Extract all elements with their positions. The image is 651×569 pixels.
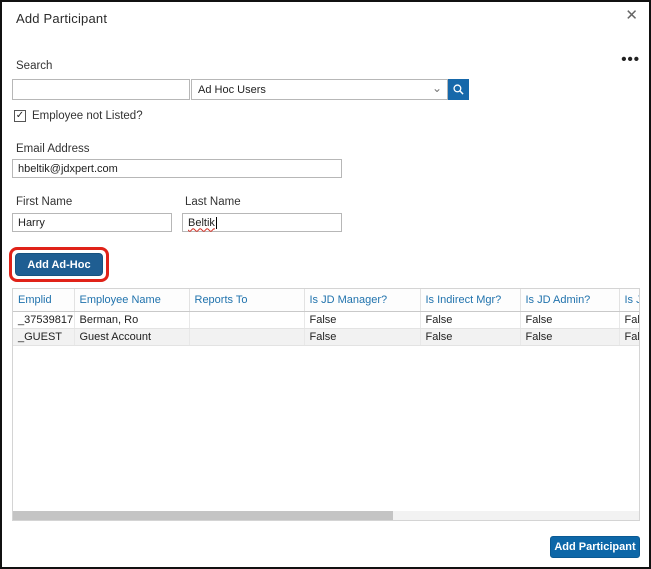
cell-employee-name: Berman, Ro [74, 311, 190, 329]
column-header-is-jd-manager[interactable]: Is JD Manager? [304, 289, 421, 312]
first-name-field[interactable] [12, 213, 172, 232]
cell-is-jd-admin: False [520, 328, 620, 346]
cell-is-jd-admin: False [520, 311, 620, 329]
column-header-is-indirect-mgr[interactable]: Is Indirect Mgr? [420, 289, 521, 312]
cell-is-indirect-mgr: False [420, 328, 521, 346]
search-input[interactable] [12, 79, 190, 100]
dialog-title: Add Participant [16, 11, 108, 26]
column-header-employee-name[interactable]: Employee Name [74, 289, 190, 312]
search-button[interactable] [448, 79, 469, 100]
table-header-row: Emplid Employee Name Reports To Is JD Ma… [13, 289, 639, 312]
cell-emplid: _GUEST [13, 328, 75, 346]
table-row[interactable]: _GUEST Guest Account False False False F… [13, 328, 639, 346]
cell-emplid: _37539817 [13, 311, 75, 329]
results-grid: Emplid Employee Name Reports To Is JD Ma… [12, 288, 640, 521]
chevron-down-icon: ⌄ [431, 81, 442, 95]
add-participant-button[interactable]: Add Participant [550, 536, 640, 558]
scrollbar-thumb[interactable] [13, 511, 393, 520]
cell-reports-to [189, 328, 305, 346]
cell-is-jd-manager: False [304, 311, 421, 329]
text-caret [215, 216, 217, 229]
column-header-emplid[interactable]: Emplid [13, 289, 75, 312]
red-highlight-annotation [9, 247, 109, 282]
dropdown-selected-value: Ad Hoc Users [198, 83, 266, 96]
first-name-label: First Name [16, 196, 73, 208]
search-icon [453, 84, 464, 95]
column-header-reports-to[interactable]: Reports To [189, 289, 305, 312]
horizontal-scrollbar[interactable] [13, 511, 639, 520]
results-table: Emplid Employee Name Reports To Is JD Ma… [13, 289, 639, 346]
email-label: Email Address [16, 143, 90, 155]
close-icon[interactable]: ✕ [625, 7, 638, 24]
cell-is-jd-manager: False [304, 328, 421, 346]
employee-not-listed-label: Employee not Listed? [32, 110, 143, 122]
more-options-icon[interactable]: ••• [621, 51, 640, 68]
column-header-is-jd-admin[interactable]: Is JD Admin? [520, 289, 620, 312]
table-row[interactable]: _37539817 Berman, Ro False False False F… [13, 311, 639, 329]
checkbox-check-icon: ✓ [14, 110, 26, 122]
last-name-label: Last Name [185, 196, 241, 208]
add-adhoc-button[interactable]: Add Ad-Hoc [15, 253, 103, 276]
employee-not-listed-checkbox[interactable]: ✓ Employee not Listed? [14, 110, 143, 122]
email-field[interactable] [12, 159, 342, 178]
search-label: Search [16, 60, 53, 72]
cell-employee-name: Guest Account [74, 328, 190, 346]
cell-is-indirect-mgr: False [420, 311, 521, 329]
column-header-clipped[interactable]: Is J [619, 289, 639, 312]
cell-clipped: Fals [619, 328, 639, 346]
last-name-field[interactable]: Beltik [182, 213, 342, 232]
search-category-dropdown[interactable]: Ad Hoc Users ⌄ [191, 79, 448, 100]
last-name-value: Beltik [188, 216, 215, 229]
cell-clipped: Fals [619, 311, 639, 329]
cell-reports-to [189, 311, 305, 329]
